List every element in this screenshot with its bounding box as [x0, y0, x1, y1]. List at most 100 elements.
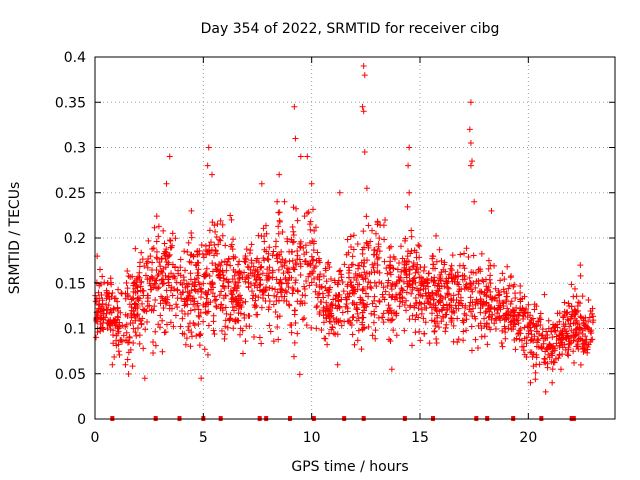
data-point: [266, 244, 273, 251]
data-point: [122, 361, 129, 368]
y-tick-label: 0.35: [55, 95, 86, 111]
x-tick-label: 15: [411, 430, 429, 446]
data-point: [466, 274, 473, 281]
data-point: [415, 291, 422, 298]
data-point: [381, 258, 388, 265]
data-point: [413, 254, 420, 261]
data-point: [281, 262, 288, 269]
data-point: [133, 332, 140, 339]
data-point: [491, 306, 498, 313]
data-point: [286, 248, 293, 255]
data-point: [510, 326, 517, 333]
data-point: [517, 330, 524, 337]
data-point: [205, 144, 212, 151]
data-point: [171, 275, 178, 282]
data-point: [187, 252, 194, 259]
data-point: [416, 328, 423, 335]
data-point: [229, 246, 236, 253]
data-point: [421, 304, 428, 311]
data-point: [259, 270, 266, 277]
data-point: [369, 261, 376, 268]
data-point: [470, 269, 477, 276]
data-point: [122, 290, 129, 297]
data-point: [219, 282, 226, 289]
data-point: [159, 317, 166, 324]
data-point: [282, 288, 289, 295]
data-point: [415, 241, 422, 248]
data-point: [561, 323, 568, 330]
data-point: [385, 309, 392, 316]
data-point: [409, 312, 416, 319]
data-point: [235, 271, 242, 278]
data-point: [406, 189, 413, 196]
data-point: [433, 336, 440, 343]
data-point: [397, 290, 404, 297]
data-point: [213, 266, 220, 273]
data-point: [461, 250, 468, 257]
data-point: [386, 291, 393, 298]
data-point: [316, 290, 323, 297]
data-point: [203, 300, 210, 307]
data-point: [323, 278, 330, 285]
data-point: [461, 310, 468, 317]
data-point: [207, 299, 214, 306]
data-point: [204, 162, 211, 169]
data-point: [267, 328, 274, 335]
data-point: [115, 348, 122, 355]
data-point: [577, 272, 584, 279]
data-point: [151, 281, 158, 288]
data-point: [109, 361, 116, 368]
data-point: [506, 282, 513, 289]
data-point: [201, 271, 208, 278]
data-point: [535, 343, 542, 350]
data-point: [210, 312, 217, 319]
data-point: [110, 340, 117, 347]
data-point: [328, 301, 335, 308]
data-point: [481, 289, 488, 296]
data-point: [483, 283, 490, 290]
data-point: [526, 320, 533, 327]
data-point: [529, 353, 536, 360]
data-point: [478, 297, 485, 304]
data-point: [188, 234, 195, 241]
data-point: [396, 303, 403, 310]
data-point: [425, 298, 432, 305]
data-point: [303, 322, 310, 329]
data-point: [174, 304, 181, 311]
data-point: [397, 298, 404, 305]
data-point: [458, 286, 465, 293]
data-point: [168, 244, 175, 251]
data-point: [220, 272, 227, 279]
data-point: [467, 139, 474, 146]
data-point: [540, 340, 547, 347]
data-point: [429, 292, 436, 299]
data-point: [263, 248, 270, 255]
data-point: [518, 337, 525, 344]
data-point: [126, 333, 133, 340]
data-point: [565, 352, 572, 359]
data-point: [161, 250, 168, 257]
data-point: [484, 341, 491, 348]
data-point: [210, 318, 217, 325]
data-point: [280, 270, 287, 277]
data-point: [310, 256, 317, 263]
data-point: [310, 247, 317, 254]
data-point: [409, 284, 416, 291]
data-point: [565, 300, 572, 307]
data-point: [386, 262, 393, 269]
data-point: [468, 347, 475, 354]
data-point: [524, 323, 531, 330]
data-point: [230, 236, 237, 243]
data-point: [182, 301, 189, 308]
data-point: [159, 280, 166, 287]
data-point: [206, 242, 213, 249]
data-point: [211, 222, 218, 229]
data-point: [297, 153, 304, 160]
data-point: [279, 256, 286, 263]
data-point: [232, 317, 239, 324]
data-point: [356, 272, 363, 279]
data-point: [344, 236, 351, 243]
data-point: [350, 246, 357, 253]
data-point: [266, 284, 273, 291]
data-point: [148, 286, 155, 293]
